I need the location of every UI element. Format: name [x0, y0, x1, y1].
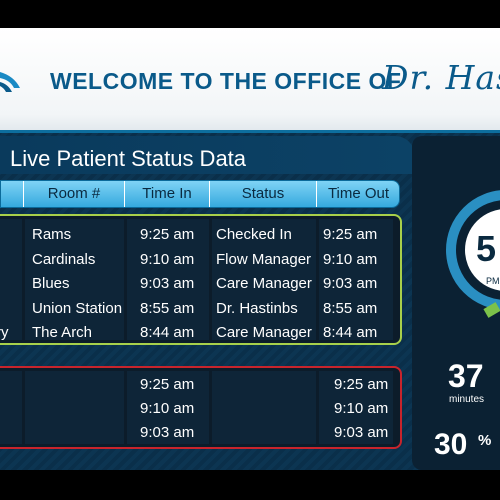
column-room [25, 371, 124, 444]
clock-ampm: PM [486, 276, 500, 286]
status-display: WELCOME TO THE OFFICE OF Dr. Has Live Pa… [0, 28, 500, 470]
column-name [0, 219, 22, 340]
waiting-patients-table: 9:25 am 9:25 am 9:10 am 9:10 am 9:03 am 9:03 … [0, 366, 402, 449]
waiting-row-time-in: 9:25 am [140, 376, 195, 393]
title-strip [0, 136, 415, 174]
column-time-in [127, 371, 209, 444]
active-row-time-out: 8:44 am [323, 324, 378, 341]
active-row-time-in: 8:55 am [140, 299, 195, 317]
column-room [25, 219, 124, 340]
waiting-row-time-in: 9:10 am [140, 400, 195, 417]
column-header-time-out: Time Out [316, 181, 400, 207]
logo-icon [0, 72, 20, 92]
wait-time-value: 37 [448, 358, 484, 394]
active-row-time-out: 9:10 am [323, 250, 378, 268]
active-row-status: Care Manager [216, 275, 312, 292]
column-time-out [319, 219, 393, 340]
active-row-time-out: 9:25 am [323, 226, 378, 243]
waiting-row-time-out: 9:10 am [334, 400, 389, 417]
active-patients-table: Rams 9:25 am Checked In 9:25 am Cardinals 9:1… [0, 214, 402, 345]
clock-value: 5 [476, 228, 497, 269]
column-header-status: Status [209, 181, 316, 207]
active-row-time-in: 9:25 am [140, 226, 195, 243]
welcome-text: WELCOME TO THE OFFICE OF [50, 68, 402, 94]
waiting-row-time-in: 9:03 am [140, 424, 195, 441]
panel-title: Live Patient Status Data [10, 146, 247, 171]
waiting-row-time-out: 9:03 am [334, 424, 389, 441]
column-header-room: Room # [23, 181, 124, 207]
column-header-time-in: Time In [124, 181, 209, 207]
welcome-header: WELCOME TO THE OFFICE OF Dr. Has [0, 28, 500, 133]
active-row-status: Care Manager [216, 324, 312, 341]
active-row-time-out: 8:55 am [323, 299, 378, 317]
active-row-time-in: 8:44 am [140, 324, 195, 341]
wait-time-label: minutes [449, 394, 485, 405]
active-row-time-out: 9:03 am [323, 275, 378, 292]
active-row-status: Checked In [216, 226, 292, 243]
column-header-name [1, 181, 23, 207]
active-row-time-in: 9:10 am [140, 250, 195, 268]
active-row-status: Flow Manager [216, 250, 312, 268]
active-row-room: Cardinals [32, 250, 96, 268]
active-row-room: The Arch [32, 324, 93, 341]
column-name [0, 371, 22, 444]
percent-value: 30 [434, 428, 468, 461]
column-time-in [127, 219, 209, 340]
waiting-row-time-out: 9:25 am [334, 376, 389, 393]
active-row-status: Dr. Hastinbs [216, 299, 298, 317]
column-status [212, 219, 316, 340]
column-time-out [319, 371, 393, 444]
column-header-bar: Room # Time In Status Time Out [0, 180, 400, 208]
active-row-time-in: 9:03 am [140, 275, 195, 292]
doctor-name: Dr. Has [382, 58, 500, 97]
active-row-name: ry [0, 324, 9, 341]
active-row-room: Union Station [32, 299, 123, 317]
percent-sign: % [478, 432, 492, 449]
active-row-room: Blues [32, 275, 70, 292]
active-row-room: Rams [32, 226, 72, 243]
column-status [212, 371, 316, 444]
